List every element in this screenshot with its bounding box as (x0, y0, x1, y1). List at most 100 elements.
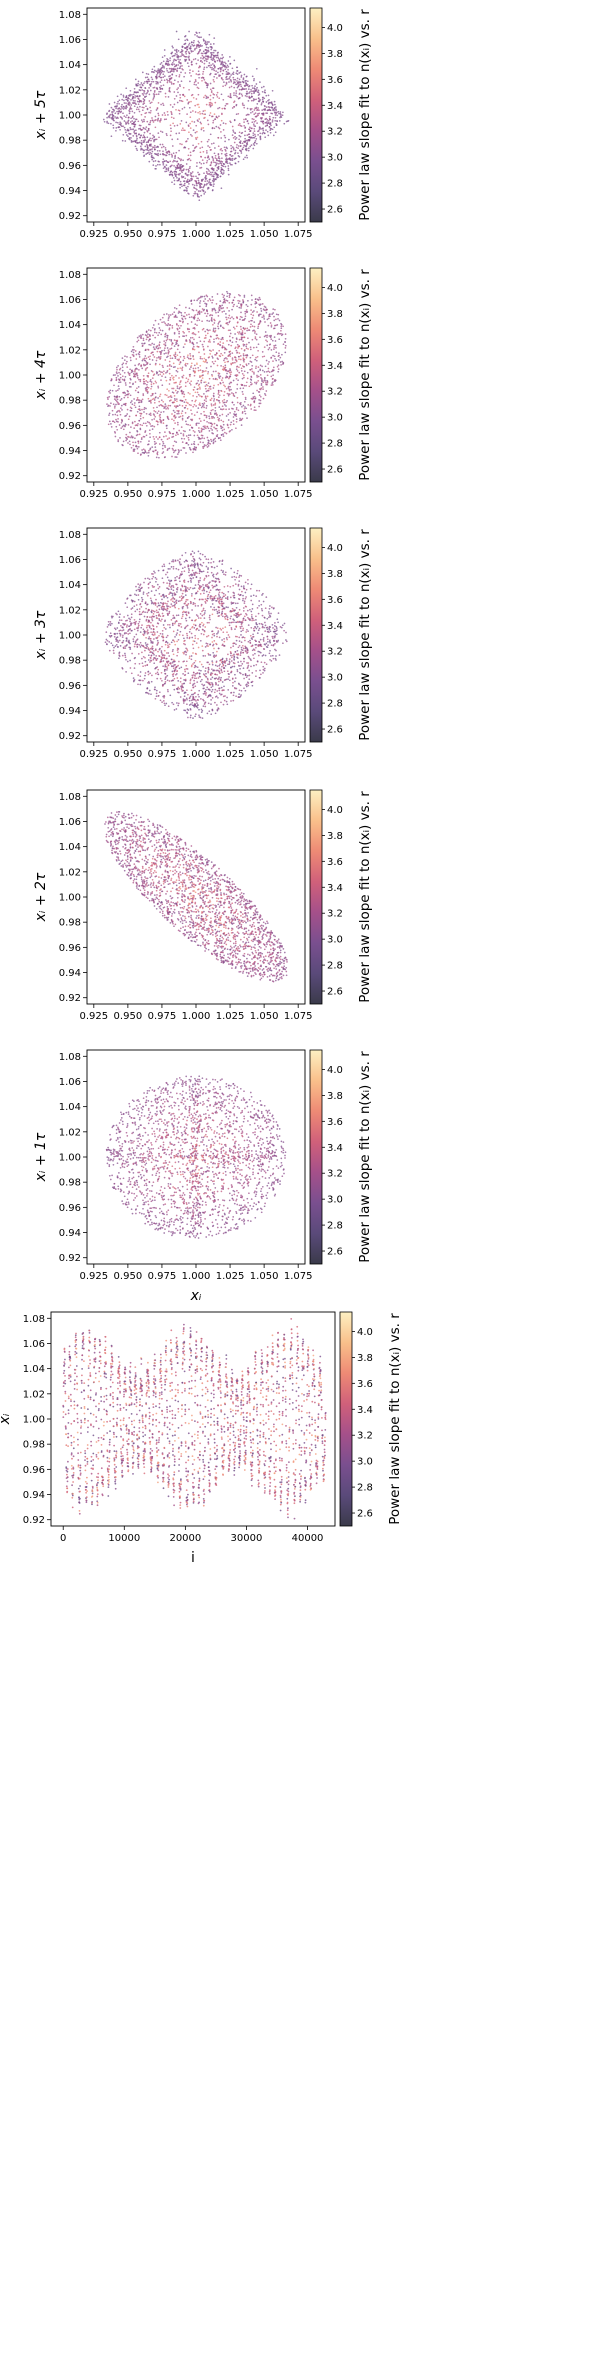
data-point (199, 441, 202, 443)
data-point (244, 315, 247, 318)
data-point (234, 359, 237, 361)
data-point (126, 366, 129, 368)
data-point (263, 371, 266, 373)
data-point (239, 315, 242, 318)
data-point (212, 404, 215, 406)
data-point (166, 603, 168, 605)
data-point (119, 381, 122, 383)
data-point (117, 375, 119, 377)
data-point (228, 335, 231, 338)
data-point (136, 340, 139, 343)
data-point (187, 354, 189, 357)
data-point (251, 90, 253, 93)
data-point (208, 33, 211, 36)
data-point (235, 113, 238, 116)
data-point (220, 365, 222, 367)
data-point (152, 119, 154, 122)
data-point (123, 99, 125, 102)
data-point (169, 71, 171, 73)
data-point (235, 90, 238, 92)
data-point (257, 349, 259, 352)
data-point (248, 136, 250, 138)
data-point (217, 399, 220, 402)
data-point (238, 93, 241, 95)
data-point (257, 375, 260, 378)
data-point (176, 164, 179, 167)
data-point (133, 121, 135, 124)
data-point (210, 48, 213, 51)
data-point (218, 417, 221, 420)
data-point (193, 333, 195, 335)
data-point (214, 440, 217, 443)
data-point (178, 416, 180, 418)
data-point (147, 356, 150, 358)
data-point (237, 302, 240, 305)
data-point (126, 438, 128, 441)
data-point (217, 391, 220, 394)
data-point (135, 134, 138, 137)
data-point (126, 356, 128, 358)
data-point (169, 59, 171, 62)
data-point (162, 152, 164, 155)
data-point (201, 328, 204, 331)
data-point (155, 93, 158, 96)
data-point (211, 613, 214, 616)
data-point (235, 360, 238, 363)
data-point (193, 414, 196, 416)
data-point (195, 180, 197, 183)
data-point (135, 414, 137, 417)
data-point (189, 45, 192, 48)
data-point (154, 119, 156, 122)
data-point (238, 366, 240, 369)
data-point (197, 179, 200, 182)
data-point (193, 371, 196, 374)
data-point (176, 348, 179, 351)
data-point (247, 88, 250, 90)
data-point (193, 364, 196, 367)
data-point (192, 45, 195, 47)
data-point (192, 327, 195, 330)
data-point (179, 58, 181, 61)
data-point (269, 118, 271, 121)
data-point (233, 94, 235, 97)
data-point (254, 133, 256, 136)
data-point (158, 415, 161, 417)
data-point (170, 347, 173, 350)
data-point (196, 382, 198, 385)
data-point (172, 46, 174, 49)
data-point (272, 377, 274, 380)
data-point (232, 416, 235, 418)
data-point (175, 51, 178, 53)
data-point (191, 550, 194, 553)
data-point (223, 428, 226, 431)
data-point (239, 140, 242, 142)
data-point (268, 115, 271, 118)
data-point (203, 357, 206, 360)
data-point (163, 70, 165, 73)
data-point (198, 41, 200, 44)
data-point (133, 404, 136, 407)
data-point (148, 343, 151, 346)
data-point (254, 85, 256, 87)
data-point (182, 346, 185, 348)
data-point (222, 296, 225, 299)
data-point (186, 362, 189, 365)
data-point (264, 334, 267, 337)
data-point (167, 404, 170, 407)
data-point (207, 340, 210, 343)
data-point (152, 164, 155, 166)
data-point (205, 294, 208, 297)
data-point (168, 314, 170, 316)
data-point (243, 121, 245, 123)
data-point (235, 137, 238, 139)
data-point (146, 80, 148, 83)
data-point (227, 590, 230, 593)
data-point (216, 336, 219, 339)
data-point (253, 87, 256, 89)
data-point (165, 62, 168, 65)
data-point (170, 112, 173, 114)
data-point (231, 428, 233, 431)
data-point (274, 116, 277, 119)
data-point (198, 386, 201, 389)
data-point (181, 415, 184, 417)
